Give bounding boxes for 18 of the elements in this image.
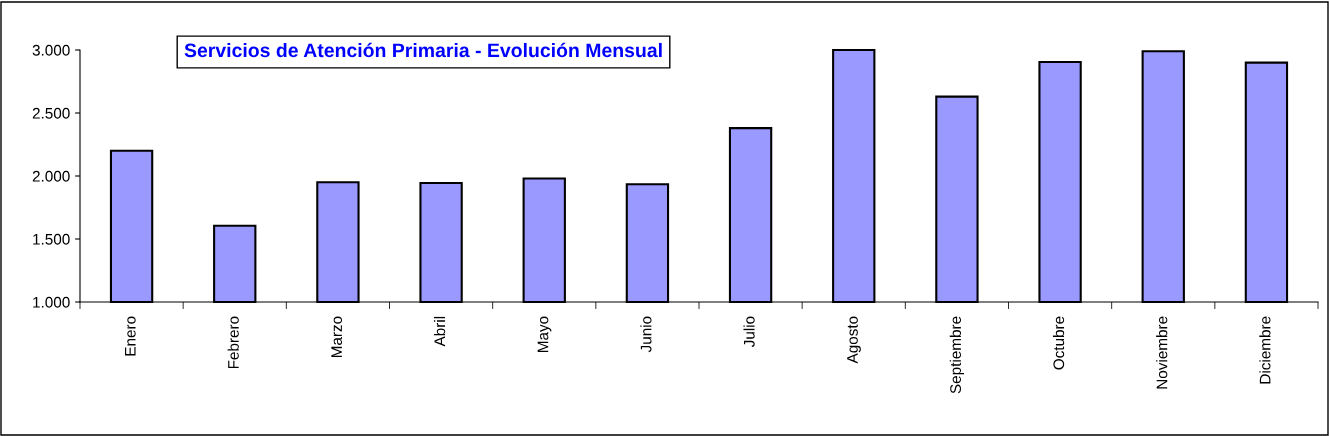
x-tick-label: Noviembre [1156, 316, 1168, 389]
x-tick-label: Septiembre [949, 316, 965, 394]
x-tick-label: Agosto [847, 316, 861, 364]
x-tick-label: Abril [433, 316, 446, 347]
x-tick-label: Julio [743, 316, 755, 348]
x-tick-label: Marzo [331, 316, 343, 358]
y-tick-label: 1.500 [33, 233, 70, 245]
x-tick-label: Febrero [227, 316, 239, 369]
y-tick-label: 3.000 [32, 44, 70, 56]
x-tick-label: Enero [125, 316, 136, 356]
y-tick-label: 2.500 [32, 107, 70, 119]
x-tick-label: Octubre [1052, 316, 1065, 370]
x-tick-label: Diciembre [1259, 316, 1271, 384]
x-tick-label: Mayo [537, 316, 552, 352]
y-tick-label: 1.000 [33, 296, 70, 308]
x-tick-label: Junio [640, 316, 652, 353]
chart-title: Servicios de Atención Primaria - Evolución Mensual [184, 42, 662, 58]
y-tick-label: 2.000 [32, 170, 70, 182]
